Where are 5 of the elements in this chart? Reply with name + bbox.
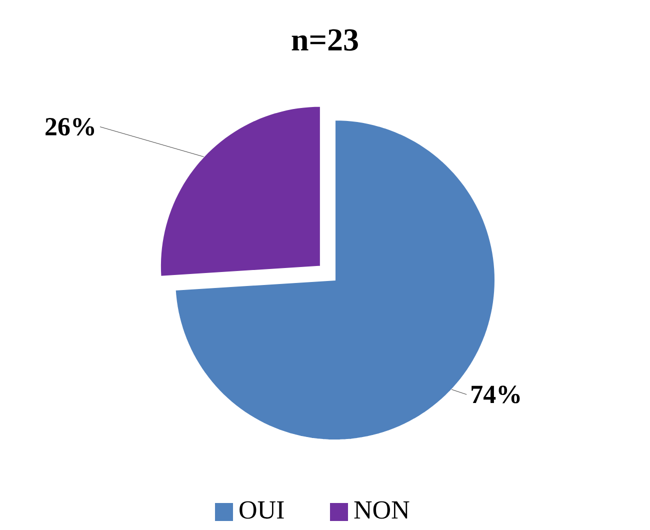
data-label: 26%	[46, 118, 94, 136]
legend-label: NON	[354, 501, 410, 519]
data-label: 74%	[472, 386, 520, 404]
chart-title: n=23	[292, 29, 358, 51]
legend-label: OUI	[240, 501, 284, 519]
